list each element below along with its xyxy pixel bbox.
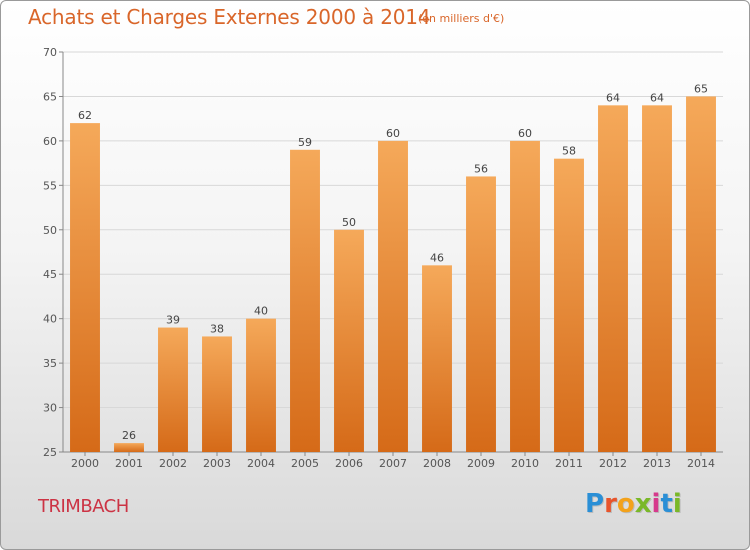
y-tick-label: 60: [43, 135, 57, 148]
y-tick-label: 50: [43, 224, 57, 237]
x-tick-label: 2013: [643, 457, 671, 470]
x-tick-label: 2003: [203, 457, 231, 470]
y-tick-label: 45: [43, 268, 57, 281]
y-tick-label: 40: [43, 313, 57, 326]
bar: [642, 105, 672, 452]
bar-value-label: 38: [210, 322, 224, 335]
bar-value-label: 40: [254, 305, 268, 318]
chart-subtitle: (en milliers d'€): [418, 12, 505, 25]
x-tick-label: 2005: [291, 457, 319, 470]
commune-name: TRIMBACH: [38, 496, 129, 517]
x-tick-label: 2000: [71, 457, 99, 470]
bar: [510, 140, 540, 452]
bar-value-label: 50: [342, 216, 356, 229]
x-tick-label: 2007: [379, 457, 407, 470]
bar: [114, 443, 144, 452]
logo-letter: i: [672, 489, 682, 519]
chart-title: Achats et Charges Externes 2000 à 2014: [28, 5, 431, 29]
y-tick-label: 35: [43, 357, 57, 370]
x-tick-label: 2010: [511, 457, 539, 470]
logo-letter: P: [585, 489, 605, 519]
bar: [378, 140, 408, 452]
x-tick-label: 2012: [599, 457, 627, 470]
bar-value-label: 58: [562, 145, 576, 158]
bar: [422, 265, 452, 452]
logo-letter: o: [616, 489, 635, 519]
bar-value-label: 56: [474, 162, 488, 175]
x-tick-label: 2004: [247, 457, 275, 470]
x-tick-label: 2014: [687, 457, 715, 470]
data-labels: 62 26 39 38 40 59 50 60 46 56 60 58 64 64 65: [78, 82, 708, 442]
bar: [686, 96, 716, 452]
y-tick-label: 65: [43, 90, 57, 103]
bar-value-label: 60: [386, 127, 400, 140]
bars: [70, 96, 716, 452]
logo-letter: i: [651, 489, 661, 519]
bar: [202, 336, 232, 452]
x-tick-label: 2008: [423, 457, 451, 470]
y-tick-label: 30: [43, 402, 57, 415]
bar: [466, 176, 496, 452]
logo-letter: t: [660, 489, 673, 519]
bar: [598, 105, 628, 452]
y-tick-label: 55: [43, 179, 57, 192]
x-tick-label: 2006: [335, 457, 363, 470]
x-tick-label: 2001: [115, 457, 143, 470]
bar-value-label: 65: [694, 82, 708, 95]
y-tick-label: 70: [43, 46, 57, 59]
proxiti-logo[interactable]: Proxiti: [585, 489, 682, 519]
bar: [334, 229, 364, 452]
x-tick-label: 2011: [555, 457, 583, 470]
logo-letter: r: [604, 489, 617, 519]
bar: [70, 123, 100, 452]
x-tick-label: 2002: [159, 457, 187, 470]
logo-letter: x: [634, 489, 652, 519]
bar: [554, 158, 584, 452]
bar-value-label: 39: [166, 314, 180, 327]
y-tick-labels: 25 30 35 40 45 50 55 60 65 70: [43, 46, 57, 459]
y-tick-label: 25: [43, 446, 57, 459]
bar-value-label: 26: [122, 429, 136, 442]
x-tick-label: 2009: [467, 457, 495, 470]
bar: [158, 327, 188, 452]
bar: [246, 318, 276, 452]
bar-value-label: 64: [650, 91, 664, 104]
bar-value-label: 59: [298, 136, 312, 149]
bar: [290, 149, 320, 452]
bar-value-label: 62: [78, 109, 92, 122]
x-tick-labels: 2000 2001 2002 2003 2004 2005 2006 2007 2008 2009…: [71, 457, 715, 470]
bar-value-label: 64: [606, 91, 620, 104]
bar-value-label: 46: [430, 251, 444, 264]
bar-value-label: 60: [518, 127, 532, 140]
